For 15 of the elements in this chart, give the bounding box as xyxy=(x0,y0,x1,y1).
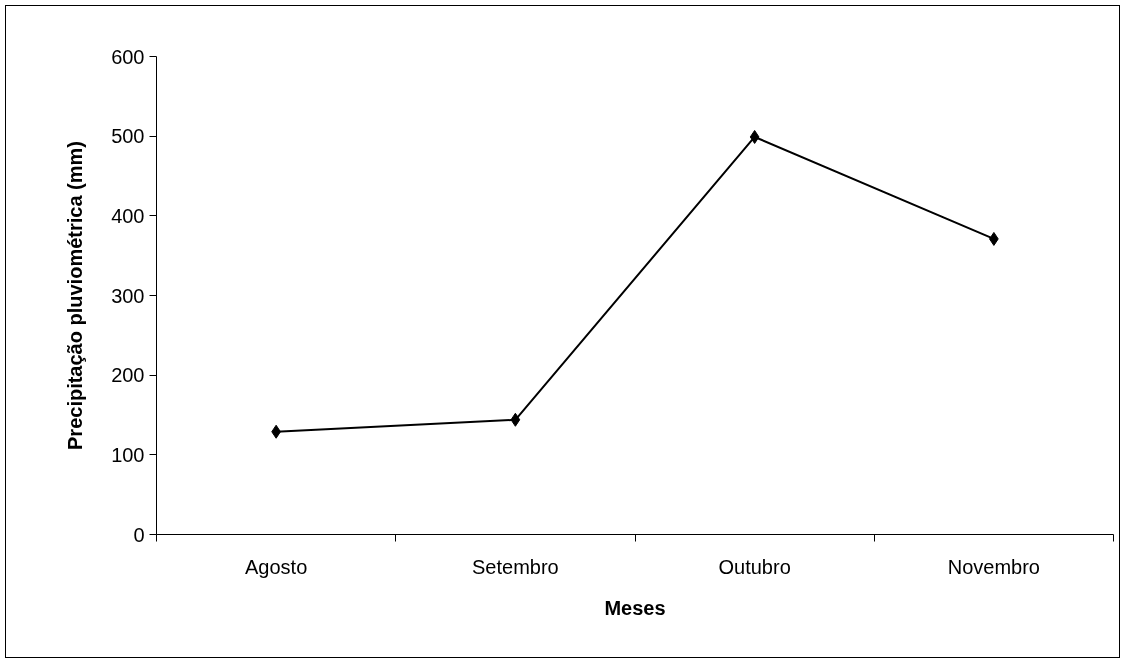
x-axis-title: Meses xyxy=(604,596,666,619)
y-tick-label: 0 xyxy=(133,523,145,546)
point xyxy=(510,412,521,427)
y-axis-title: Precipitação pluviométrica (mm) xyxy=(64,141,87,450)
y-tick-label: 500 xyxy=(111,125,145,148)
y-tick-label: 400 xyxy=(111,204,145,227)
y-tick-label: 300 xyxy=(111,284,145,307)
y-tick-label: 200 xyxy=(111,364,145,387)
x-tick-label: Novembro xyxy=(947,555,1041,578)
x-tick-label: Agosto xyxy=(244,555,308,578)
y-tick-label: 600 xyxy=(111,45,145,68)
x-tick-label: Outubro xyxy=(718,555,791,578)
y-tick-label: 100 xyxy=(111,443,145,466)
point xyxy=(749,129,760,144)
x-tick-label: Setembro xyxy=(472,555,559,578)
